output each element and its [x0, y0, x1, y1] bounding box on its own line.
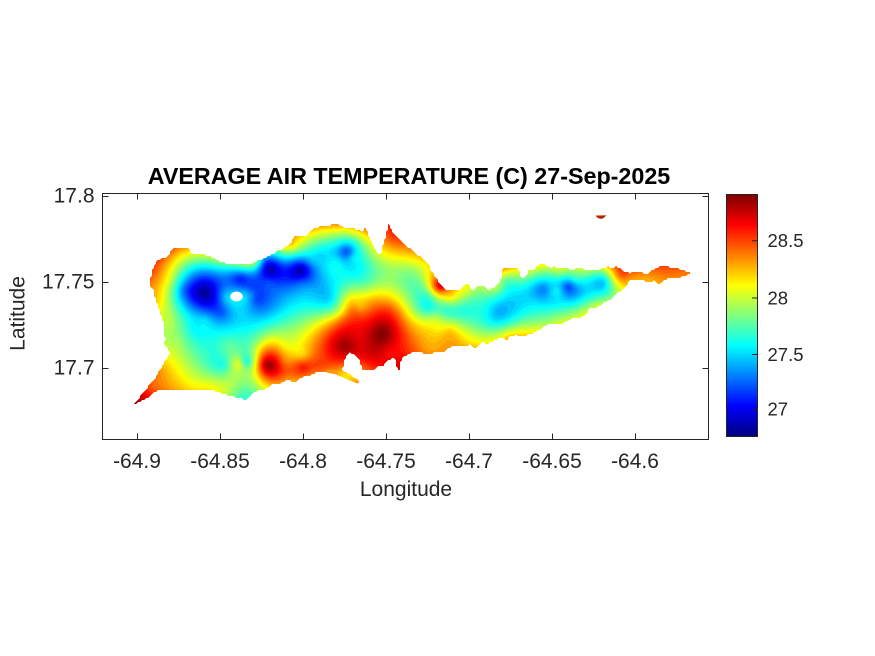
svg-text:-64.85: -64.85 [190, 450, 250, 473]
svg-text:-64.9: -64.9 [113, 450, 161, 473]
svg-text:Latitude: Latitude [7, 276, 30, 351]
svg-text:-64.65: -64.65 [522, 450, 582, 473]
svg-text:Longitude: Longitude [360, 478, 452, 501]
svg-text:27: 27 [768, 399, 789, 420]
svg-text:-64.7: -64.7 [445, 450, 493, 473]
svg-text:28: 28 [768, 287, 789, 308]
svg-text:17.75: 17.75 [42, 270, 95, 293]
svg-text:-64.6: -64.6 [611, 450, 659, 473]
svg-text:28.5: 28.5 [768, 230, 804, 251]
svg-text:-64.75: -64.75 [356, 450, 416, 473]
svg-text:-64.8: -64.8 [279, 450, 327, 473]
svg-text:AVERAGE AIR TEMPERATURE (C) 27: AVERAGE AIR TEMPERATURE (C) 27-Sep-2025 [148, 163, 671, 189]
svg-text:17.7: 17.7 [54, 356, 95, 379]
svg-text:27.5: 27.5 [768, 344, 804, 365]
svg-text:17.8: 17.8 [54, 184, 95, 207]
